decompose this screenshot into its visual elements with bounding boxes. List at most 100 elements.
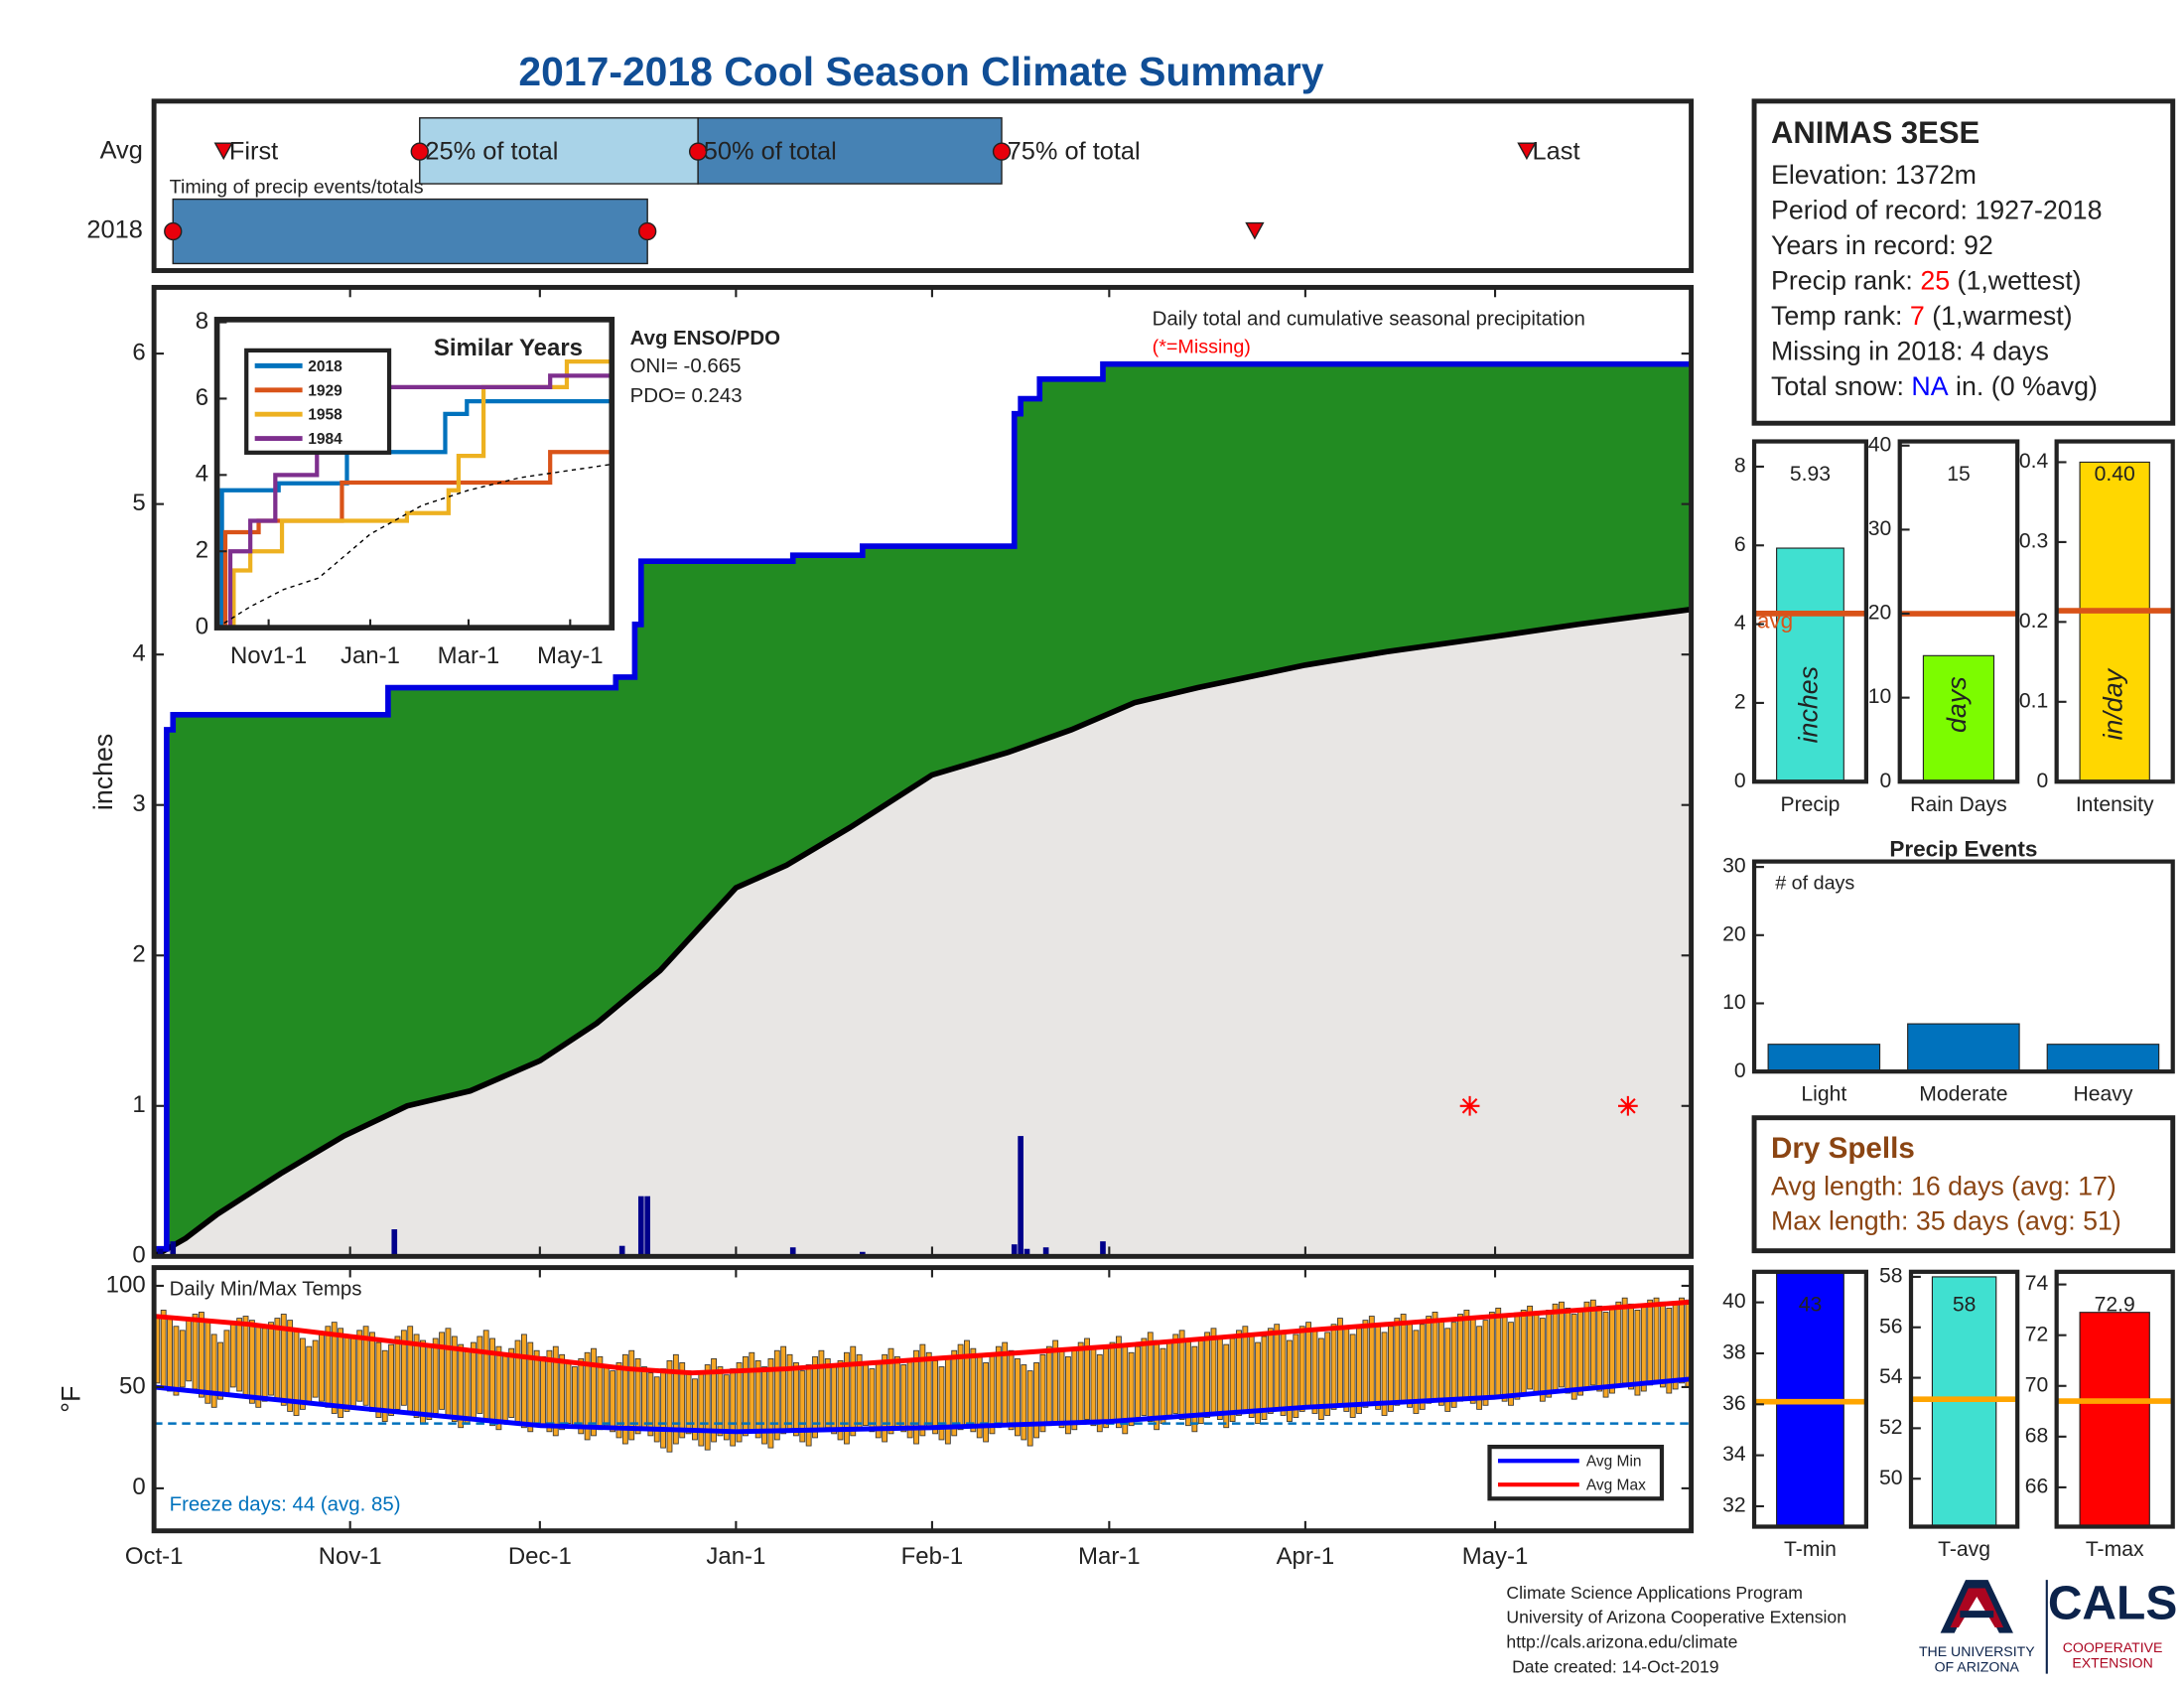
- info-part: Missing in 2018: 4 days: [1771, 337, 2049, 366]
- temp-bar: [343, 1334, 350, 1412]
- missing-marker: [1459, 1095, 1480, 1116]
- temp-bar: [786, 1353, 793, 1431]
- temp-bar: [1463, 1310, 1470, 1398]
- temp-bar: [1488, 1312, 1495, 1400]
- temp-bar: [186, 1320, 193, 1382]
- temp-bar: [223, 1330, 230, 1394]
- info-part: Elevation: 1372m: [1771, 160, 1977, 190]
- temp-bar: [439, 1332, 445, 1410]
- temp-bar: [610, 1370, 616, 1433]
- temp-bar: [426, 1345, 433, 1420]
- temp-bar: [875, 1359, 882, 1439]
- temp-bar: [312, 1339, 319, 1398]
- x-tick-label: Light: [1801, 1083, 1846, 1106]
- temp-bar: [173, 1326, 180, 1396]
- temp-bar: [1293, 1334, 1299, 1418]
- temp-bar: [932, 1359, 939, 1435]
- temp-bar: [1267, 1328, 1274, 1414]
- panel-title: Precip Events: [1889, 836, 2037, 861]
- value-label: 15: [1947, 463, 1971, 486]
- info-part: Total snow:: [1771, 371, 1911, 401]
- x-tick-label: Mar-1: [1078, 1543, 1141, 1570]
- temp-bar: [451, 1336, 458, 1423]
- info-line: Period of record: 1927-2018: [1771, 196, 2103, 225]
- temp-bar: [1621, 1297, 1628, 1384]
- temp-bar: [1469, 1318, 1476, 1404]
- y-tick-label: 40: [1722, 1290, 1746, 1313]
- temp-bar: [331, 1322, 338, 1414]
- footer-line: Date created: 14-Oct-2019: [1512, 1656, 1719, 1676]
- daily-bar: [1018, 1136, 1024, 1257]
- footer-line: Climate Science Applications Program: [1506, 1583, 1803, 1603]
- temp-bar: [1165, 1341, 1172, 1418]
- temp-bar: [1501, 1316, 1508, 1402]
- temp-bar: [1280, 1332, 1287, 1416]
- x-tick-label: May-1: [537, 642, 604, 669]
- total-marker: [688, 142, 708, 161]
- temp-bar: [970, 1347, 977, 1433]
- temp-bar: [527, 1341, 534, 1433]
- dry-spell-box: [1751, 1115, 2176, 1254]
- x-tick-label: Feb-1: [901, 1543, 964, 1570]
- temp-bar: [1437, 1320, 1444, 1406]
- temp-bar: [761, 1366, 767, 1445]
- temp-bar: [1287, 1339, 1293, 1423]
- temp-bar: [508, 1347, 515, 1418]
- temp-bar: [723, 1374, 730, 1441]
- temp-bar: [1387, 1326, 1394, 1412]
- y-tick-label: 66: [2025, 1476, 2049, 1498]
- temp-bar: [730, 1368, 737, 1447]
- bar: [2079, 461, 2150, 782]
- total-marker: [410, 142, 429, 161]
- temp-bar: [1400, 1314, 1407, 1402]
- temp-bar: [1236, 1330, 1242, 1416]
- temp-bar: [287, 1320, 294, 1412]
- x-tick-label: Mar-1: [438, 642, 500, 669]
- temp-bar: [1615, 1301, 1622, 1388]
- page-title: 2017-2018 Cool Season Climate Summary: [518, 49, 1323, 94]
- temp-bar: [1482, 1320, 1489, 1406]
- marker-label: 75% of total: [1008, 138, 1141, 166]
- temp-bar: [698, 1372, 705, 1447]
- temp-bar: [1039, 1353, 1046, 1433]
- series-line: [216, 373, 613, 631]
- legend-label: Avg Max: [1586, 1477, 1646, 1494]
- temp-bar: [533, 1349, 540, 1427]
- temp-bar: [1065, 1355, 1071, 1435]
- temp-bar: [1255, 1341, 1261, 1425]
- temp-bar: [1375, 1324, 1382, 1410]
- temp-bar: [679, 1362, 686, 1439]
- temp-bar: [805, 1364, 812, 1447]
- event-marker: [213, 142, 233, 161]
- unit-label: inches: [1794, 666, 1824, 743]
- temp-bar: [717, 1366, 724, 1437]
- temp-bar: [362, 1326, 369, 1406]
- panel-frame: [1751, 859, 2175, 1074]
- y-tick-label: 34: [1722, 1443, 1746, 1466]
- temp-bar: [1103, 1347, 1110, 1429]
- y-tick-label: 50: [119, 1372, 146, 1399]
- temp-bar: [1559, 1301, 1565, 1388]
- temp-bar: [210, 1334, 217, 1408]
- value-label: 43: [1799, 1293, 1823, 1316]
- logo-a-bar: [1960, 1611, 1994, 1618]
- x-tick-label: Moderate: [1919, 1083, 2007, 1106]
- x-tick-label: Dec-1: [508, 1543, 572, 1570]
- x-tick-label: Heavy: [2073, 1083, 2132, 1106]
- temp-bar: [394, 1336, 401, 1410]
- temp-bar: [964, 1339, 970, 1427]
- temp-bar: [1596, 1305, 1603, 1392]
- temp-bar: [349, 1337, 356, 1408]
- temp-bar: [1419, 1324, 1426, 1410]
- temp-bar: [1317, 1337, 1324, 1420]
- row-label: 2018: [86, 216, 142, 244]
- temp-bar: [1527, 1305, 1534, 1390]
- cals-text: CALS: [2048, 1578, 2178, 1630]
- temp-bar: [1223, 1343, 1230, 1429]
- temp-bar: [1204, 1332, 1211, 1418]
- temp-bar: [1033, 1362, 1039, 1439]
- temp-bar: [1261, 1336, 1268, 1420]
- average-area: [154, 609, 1692, 1257]
- info-line: Temp rank: 7 (1,warmest): [1771, 301, 2073, 331]
- average-line: [152, 606, 1692, 1259]
